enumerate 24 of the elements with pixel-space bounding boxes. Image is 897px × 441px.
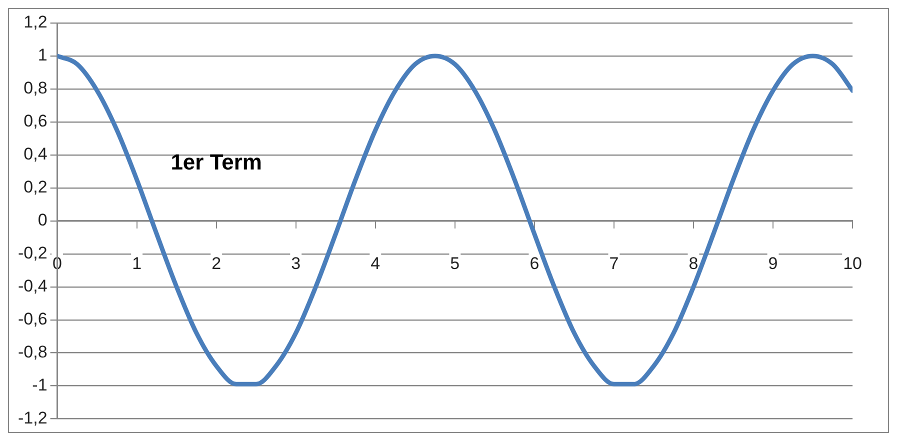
x-tick-label: 4 (370, 254, 380, 273)
y-tick-label: -0,6 (18, 310, 48, 329)
y-tick-label: -0,8 (18, 342, 48, 362)
x-tick-label: 10 (843, 254, 862, 273)
y-tick-label: 0,8 (24, 78, 48, 98)
x-tick-label: 6 (530, 254, 540, 273)
x-tick-label: 7 (609, 254, 619, 273)
y-tick-label: 1,2 (24, 12, 48, 32)
y-tick-label: -0,2 (18, 244, 48, 263)
y-tick-label: -1,2 (18, 408, 48, 428)
x-tick-label: 1 (132, 254, 142, 273)
x-tick-label: 3 (291, 254, 301, 273)
x-tick-label: 8 (688, 254, 698, 273)
y-tick-label: -1 (32, 376, 48, 395)
annotation: 1er Term (170, 150, 262, 175)
x-tick-label: 9 (768, 254, 778, 273)
y-tick-label: 0,6 (24, 112, 48, 131)
y-tick-label: 0 (38, 210, 48, 230)
y-tick-label: 0,2 (24, 178, 48, 197)
y-tick-label: 1 (38, 46, 48, 65)
x-tick-label: 5 (450, 254, 460, 273)
y-tick-label: -0,4 (18, 276, 48, 296)
y-tick-label: 0,4 (24, 144, 48, 164)
x-tick-label: 2 (212, 254, 222, 273)
